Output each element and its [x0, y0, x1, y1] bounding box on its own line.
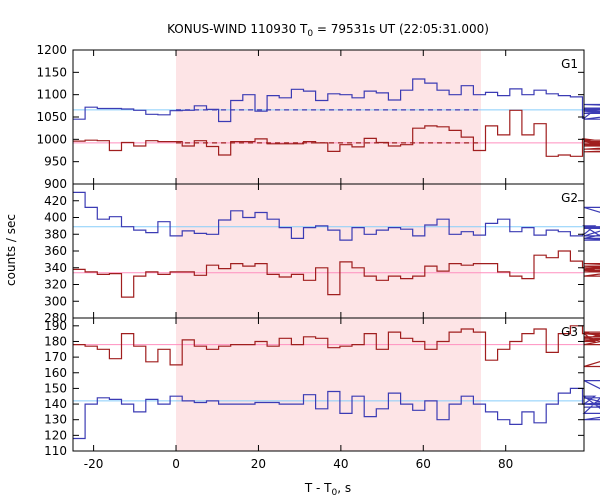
- x-axis-label-prefix: T - T: [304, 481, 332, 495]
- y-tick-label: 950: [44, 155, 67, 169]
- y-tick-label: 150: [44, 381, 67, 395]
- x-tick-label: -20: [84, 457, 104, 471]
- y-tick-label: 360: [44, 244, 67, 258]
- panel-label: G2: [561, 191, 578, 205]
- y-tick-label: 190: [44, 319, 67, 333]
- series-source-g1: [73, 78, 600, 123]
- chart-title: KONUS-WIND 110930 T0 = 79531s UT (22:05:…: [167, 22, 489, 39]
- y-tick-label: 1100: [36, 88, 67, 102]
- series-source-g3: [73, 380, 600, 440]
- panel-label: G1: [561, 57, 578, 71]
- series-source-g2: [73, 191, 600, 241]
- y-tick-label: 400: [44, 211, 67, 225]
- x-tick-label: 0: [172, 457, 180, 471]
- series-background-g2: [73, 250, 600, 298]
- y-tick-label: 1200: [36, 43, 67, 57]
- y-tick-label: 280: [44, 311, 67, 325]
- series-background-g1: [73, 109, 600, 157]
- y-tick-label: 900: [44, 177, 67, 191]
- panel-frame-g3: [72, 317, 585, 452]
- y-axis-label: counts / sec: [4, 214, 18, 286]
- panel-g1: 900 950 1000 1050 1100 1150 1200 G1: [36, 43, 600, 191]
- series-background-g3: [73, 325, 600, 368]
- x-tick-label: 40: [333, 457, 348, 471]
- chart-title-sub: 0: [307, 29, 313, 39]
- chart-title-suffix: = 79531s UT (22:05:31.000): [313, 22, 489, 36]
- chart-title-prefix: KONUS-WIND 110930 T: [167, 22, 308, 36]
- x-axis-label-suffix: , s: [337, 481, 351, 495]
- plot-area: 90095010001050110011501200G1280300320340…: [36, 43, 600, 471]
- x-tick-label: 20: [251, 457, 266, 471]
- y-tick-label: 130: [44, 413, 67, 427]
- y-tick-label: 320: [44, 278, 67, 292]
- y-tick-label: 340: [44, 261, 67, 275]
- y-tick-label: 1150: [36, 65, 67, 79]
- y-tick-label: 420: [44, 194, 67, 208]
- x-tick-label: 60: [416, 457, 431, 471]
- y-tick-label: 300: [44, 294, 67, 308]
- panel-label: G3: [561, 325, 578, 339]
- y-tick-label: 110: [44, 444, 67, 458]
- y-tick-label: 380: [44, 227, 67, 241]
- x-tick-label: 80: [498, 457, 513, 471]
- highlight-interval: [176, 50, 481, 451]
- y-tick-label: 1050: [36, 110, 67, 124]
- y-tick-label: 120: [44, 428, 67, 442]
- y-tick-label: 160: [44, 366, 67, 380]
- y-tick-label: 1000: [36, 132, 67, 146]
- y-tick-label: 180: [44, 334, 67, 348]
- y-tick-label: 140: [44, 397, 67, 411]
- y-tick-label: 170: [44, 350, 67, 364]
- x-axis-label: T - T0, s: [304, 481, 351, 498]
- x-axis-label-sub: 0: [332, 488, 338, 498]
